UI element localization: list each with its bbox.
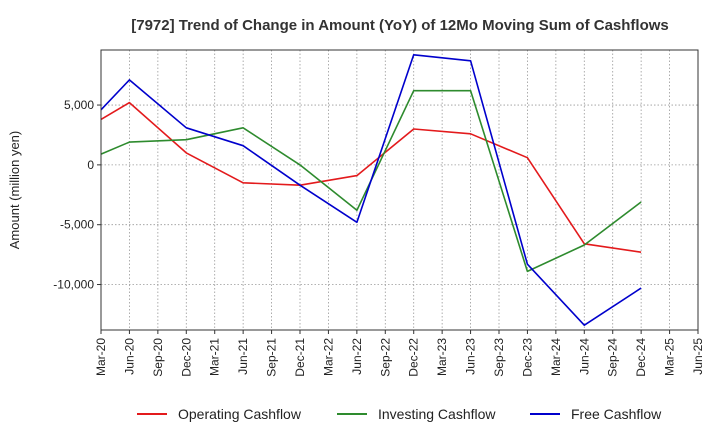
x-axis-ticks: Mar-20 Jun-20 Sep-20 Dec-20 Mar-21 Jun-21 Sep-… [94,330,705,377]
x-tick-label: Jun-24 [577,338,591,375]
x-tick-label: Mar-21 [208,338,222,376]
x-tick-label: Jun-22 [350,338,364,375]
x-tick-label: Sep-20 [151,338,165,377]
x-tick-label: Dec-22 [407,338,421,377]
investing-cashflow-line [100,89,642,273]
plot-area-border [100,49,699,331]
x-tick-label: Dec-23 [520,338,534,377]
x-tick-label: Jun-21 [236,338,250,375]
y-tick-label: -5,000 [60,218,94,232]
x-tick-label: Mar-25 [663,338,677,376]
y-axis-ticks: 5,000 0 -5,000 -10,000 [53,98,101,292]
y-tick-label: 0 [87,158,94,172]
legend-label-investing-cashflow: Investing Cashflow [378,406,496,422]
x-tick-label: Jun-25 [691,338,705,375]
x-tick-label: Mar-23 [435,338,449,376]
x-tick-label: Sep-21 [265,338,279,377]
x-tick-label: Mar-22 [321,338,335,376]
x-tick-label: Mar-24 [549,338,563,376]
operating-cashflow-line [100,101,642,253]
legend: Operating Cashflow Investing Cashflow Free… [137,406,662,422]
free-cashflow-line [100,53,642,327]
legend-label-operating-cashflow: Operating Cashflow [178,406,302,422]
y-tick-label: -10,000 [53,278,94,292]
x-tick-label: Dec-21 [293,338,307,377]
x-tick-label: Jun-20 [122,338,136,375]
x-tick-label: Sep-23 [492,338,506,377]
chart-title: [7972] Trend of Change in Amount (YoY) o… [131,17,669,34]
x-tick-label: Sep-22 [378,338,392,377]
y-tick-label: 5,000 [64,98,94,112]
x-tick-label: Dec-24 [634,338,648,377]
x-tick-label: Dec-20 [179,338,193,377]
x-tick-label: Jun-23 [464,338,478,375]
x-tick-label: Mar-20 [94,338,108,376]
legend-label-free-cashflow: Free Cashflow [571,406,662,422]
y-axis-label: Amount (million yen) [7,131,22,250]
series-lines [100,53,642,327]
grid [101,50,698,330]
x-tick-label: Sep-24 [606,338,620,377]
